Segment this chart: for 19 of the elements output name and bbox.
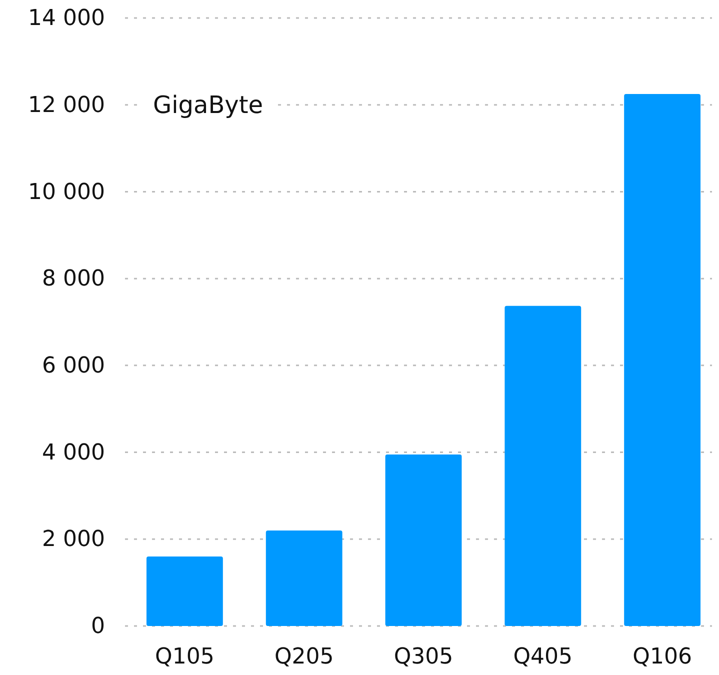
y-tick-label: 14 000 (28, 6, 105, 32)
x-tick-label: Q205 (274, 644, 334, 670)
y-axis-title: GigaByte (153, 90, 264, 119)
y-tick-label: 10 000 (28, 180, 105, 205)
x-tick-label: Q106 (632, 644, 692, 670)
bar (385, 454, 462, 626)
y-tick-label: 4 000 (42, 440, 105, 466)
y-tick-label: 0 (91, 614, 105, 640)
y-tick-label: 8 000 (42, 266, 105, 292)
bar (504, 306, 582, 626)
x-tick-label: Q305 (394, 644, 454, 670)
bar (266, 530, 342, 626)
bar (624, 94, 701, 626)
y-tick-label: 6 000 (42, 353, 105, 378)
y-tick-label: 2 000 (42, 527, 105, 552)
y-tick-label: 12 000 (28, 92, 105, 118)
x-tick-label: Q405 (513, 644, 573, 670)
x-tick-label: Q105 (155, 644, 214, 670)
bar (146, 556, 223, 626)
